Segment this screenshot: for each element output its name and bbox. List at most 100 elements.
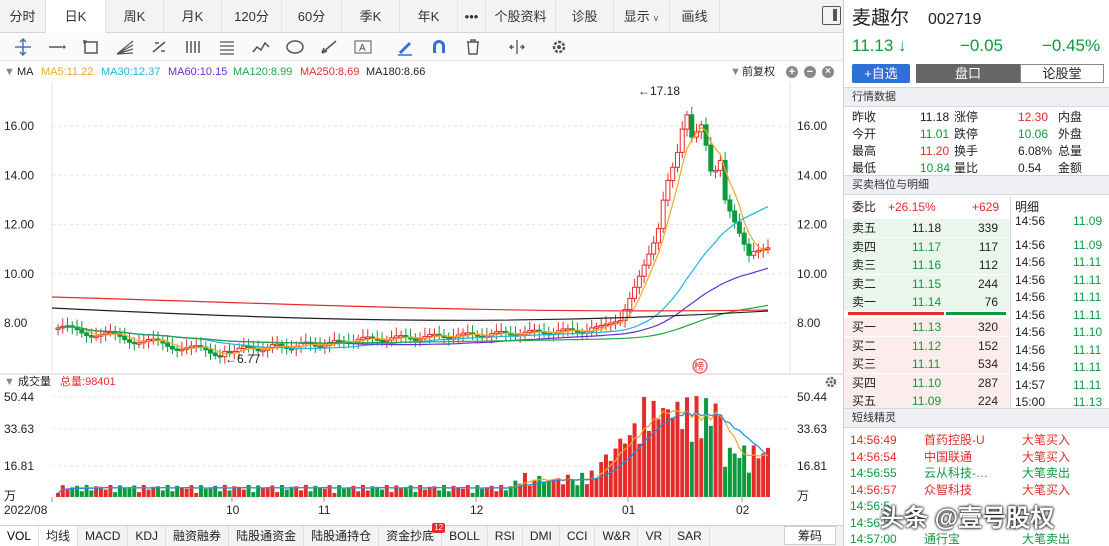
period-tab[interactable]: 诊股 <box>556 0 614 33</box>
spirit-row[interactable]: 14:56:55 云从科技-… 大笔卖出 <box>844 464 1109 482</box>
panel-toggle-icon[interactable] <box>822 6 841 25</box>
indicator-tab[interactable]: KDJ <box>128 526 167 546</box>
period-tab[interactable]: 年K <box>400 0 458 33</box>
spirit-row[interactable]: 14:57:00 通行宝 大笔卖出 <box>844 530 1109 546</box>
fan-line-icon[interactable] <box>114 37 136 57</box>
volume-bar <box>651 400 656 497</box>
volume-bar <box>318 487 323 497</box>
split-view-icon[interactable] <box>506 37 528 57</box>
indicator-tab[interactable]: MACD <box>78 526 129 546</box>
spirit-row[interactable]: 14:56:49 首药控股-U 大笔买入 <box>844 431 1109 449</box>
volume-bar <box>103 489 108 497</box>
volume-tick-right: 万 <box>797 489 809 503</box>
zoom-in-icon[interactable]: + <box>786 66 798 78</box>
orderbook: 委比 +26.15% +629 卖五 11.18 339 卖四 11.17 117 卖三 11.16… <box>844 196 1010 410</box>
candle-body <box>451 336 457 340</box>
candle-body <box>655 228 661 244</box>
link-tool-icon[interactable] <box>148 37 170 57</box>
orderbook-cell: 534 <box>977 357 998 371</box>
indicator-tab[interactable]: VOL <box>0 526 40 546</box>
indicator-tab[interactable]: 融资融券 <box>166 526 230 546</box>
volume-bar <box>308 491 313 497</box>
orderbook-row: 买三 11.11 534 <box>844 355 1010 373</box>
spirit-row[interactable]: 14:56:5 <box>844 514 1109 532</box>
period-tab[interactable]: 分时 <box>0 0 46 33</box>
candle-body <box>527 329 533 333</box>
indicator-tab[interactable]: RSI <box>488 526 523 546</box>
orderbook-row: 卖五 11.18 339 <box>844 219 1010 237</box>
indicator-tab[interactable]: W&R <box>595 526 639 546</box>
collapse-arrow-icon[interactable]: ▼ <box>4 376 15 388</box>
period-tab[interactable]: 个股资料 <box>486 0 556 33</box>
kline-chart[interactable]: 16.00 16.00 14.00 14.00 12.00 12.00 10.00 10.00… <box>0 82 843 525</box>
candle-body <box>679 128 685 153</box>
volume-bar <box>723 466 728 497</box>
pen-icon[interactable] <box>394 37 416 57</box>
gann-tool-icon[interactable] <box>318 37 340 57</box>
indicator-tab[interactable]: 陆股通资金 <box>229 526 305 546</box>
indicator-tab[interactable]: BOLL <box>442 526 488 546</box>
spirit-cell: 通行宝 <box>924 532 961 546</box>
price-tick-right: 12.00 <box>797 218 827 232</box>
adjust-mode[interactable]: 前复权 <box>742 66 775 78</box>
candle-body <box>212 352 218 357</box>
volume-bar <box>480 488 485 497</box>
period-tab[interactable]: 周K <box>106 0 164 33</box>
detail-time: 14:56 <box>1015 342 1046 357</box>
period-tab[interactable]: 60分 <box>282 0 342 33</box>
stock-name: 麦趣尔 <box>852 8 910 29</box>
detail-time: 14:56 <box>1015 360 1046 374</box>
detail-price: 11.11 <box>1073 360 1102 374</box>
volume-bar <box>418 484 423 497</box>
add-favorite-button[interactable]: +自选 <box>852 64 910 83</box>
short-spirit-list: 14:56:49 首药控股-U 大笔买入 14:56:54 中国联通 大笔买入 14:56:… <box>844 429 1109 546</box>
period-tab[interactable]: 120分 <box>222 0 282 33</box>
tab-forum[interactable]: 论股堂 <box>1020 64 1104 83</box>
volume-bar <box>613 448 618 497</box>
candle-body <box>146 338 152 342</box>
text-tool-icon[interactable]: A <box>352 37 374 57</box>
vertical-lines-icon[interactable] <box>182 37 204 57</box>
period-tab[interactable]: 画线 <box>670 0 720 33</box>
gear-icon[interactable] <box>824 375 838 389</box>
wave-line-icon[interactable] <box>250 37 272 57</box>
indicator-tab[interactable]: CCI <box>560 526 596 546</box>
tab-orderbook[interactable]: 盘口 <box>916 64 1020 83</box>
close-icon[interactable]: × <box>822 66 834 78</box>
ratio-bar <box>848 312 1006 315</box>
line-segment-icon[interactable] <box>46 37 68 57</box>
volume-bar <box>375 486 380 497</box>
indicator-tab[interactable]: VR <box>638 526 671 546</box>
candle-body <box>641 264 647 277</box>
indicator-tab[interactable]: 陆股通持仓 <box>304 526 380 546</box>
collapse-arrow-icon[interactable]: ▼ <box>4 66 15 78</box>
period-tab[interactable]: 月K <box>164 0 222 33</box>
candle-body <box>736 221 742 234</box>
volume-bar <box>141 484 146 497</box>
trash-icon[interactable] <box>462 37 484 57</box>
dropdown-arrow-icon[interactable]: ▼ <box>730 66 741 78</box>
indicator-tab[interactable]: SAR <box>670 526 710 546</box>
magnet-icon[interactable] <box>428 37 450 57</box>
ellipse-tool-icon[interactable] <box>284 37 306 57</box>
indicator-tab[interactable]: DMI <box>523 526 560 546</box>
candle-body <box>651 242 657 255</box>
chips-button[interactable]: 筹码 <box>784 526 836 545</box>
spirit-cell: 14:56:5 <box>850 515 891 530</box>
rectangle-tool-icon[interactable] <box>80 37 102 57</box>
ma-item: MA180:8.66 <box>366 66 426 78</box>
spirit-row[interactable]: 14:56:54 中国联通 大笔买入 <box>844 448 1109 466</box>
spirit-row[interactable]: 14:56:57 众智科技 大笔买入 <box>844 481 1109 499</box>
crosshair-icon[interactable] <box>12 37 34 57</box>
horizontal-lines-icon[interactable] <box>216 37 238 57</box>
indicator-tab[interactable]: 资金抄底 12 <box>379 523 446 546</box>
zoom-out-icon[interactable]: − <box>804 66 816 78</box>
volume-tick-right: 33.63 <box>797 422 827 436</box>
indicator-tab[interactable]: 均线 <box>39 526 79 546</box>
period-tab[interactable]: 季K <box>342 0 400 33</box>
period-tab[interactable]: ••• <box>458 0 486 33</box>
period-tab[interactable]: 日K <box>46 0 106 33</box>
period-tab[interactable]: 显示 ∨ <box>614 0 670 33</box>
spirit-row[interactable]: 14:56:5 <box>844 497 1109 515</box>
gear-icon[interactable] <box>548 37 570 57</box>
